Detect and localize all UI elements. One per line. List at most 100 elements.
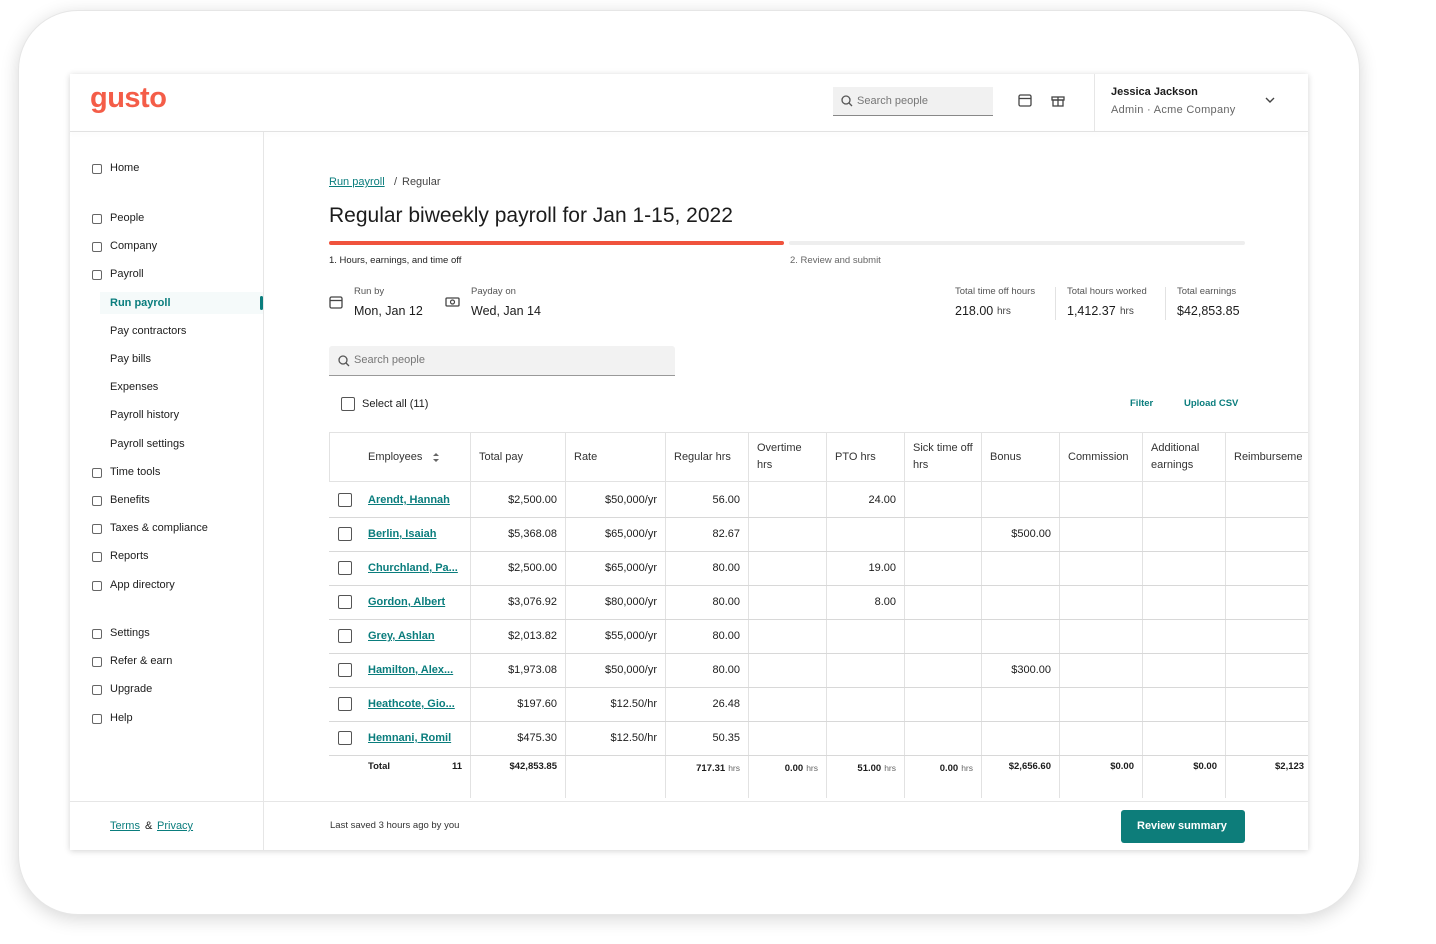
row-checkbox[interactable] [338,527,352,541]
row-divider [329,517,1308,518]
total-cell: 0.00 hrs [756,759,818,777]
nav-item[interactable]: Home [110,162,140,174]
column-divider [470,432,471,798]
nav-item[interactable]: Refer & earn [110,655,173,668]
row-checkbox[interactable] [338,663,352,677]
nav-item[interactable]: Payroll [110,268,144,281]
active-indicator [260,295,263,310]
row-checkbox[interactable] [338,561,352,575]
progress-todo [789,241,1245,245]
progress-done [329,241,784,245]
user-role: Admin · Acme Company [1111,104,1236,116]
employee-link[interactable]: Heathcote, Gio... [368,698,455,710]
nav-subitem[interactable]: Expenses [110,381,159,394]
sidebar-divider [263,132,264,850]
total-cell: $2,123 [1275,761,1305,772]
nav-item[interactable]: Upgrade [110,683,153,696]
column-divider [565,432,566,798]
people-search-box[interactable] [329,346,675,376]
column-divider [1059,432,1060,798]
table-cell: 24.00 [868,494,896,506]
table-cell: 19.00 [868,562,896,574]
table-cell: 56.00 [712,494,740,506]
row-checkbox[interactable] [338,629,352,643]
logo: gusto [90,82,167,114]
column-header: Employees [368,450,423,463]
run-by-icon [329,296,343,309]
employee-link[interactable]: Berlin, Isaiah [368,528,437,540]
nav-item[interactable]: People [110,212,145,224]
total-value: 0.00 [784,763,804,774]
upload-action[interactable]: Upload CSV [1184,398,1239,409]
nav-item[interactable]: Settings [110,627,150,639]
row-divider [329,585,1308,586]
nav-item[interactable]: Help [110,711,133,724]
nav-icon [92,552,102,563]
active-nav-bg [100,291,263,314]
filter-action[interactable]: Filter [1130,398,1154,409]
employee-link[interactable]: Grey, Ashlan [368,630,435,642]
nav-item[interactable]: App directory [110,578,175,591]
nav-item[interactable]: Time tools [110,465,161,478]
user-divider [1094,74,1095,131]
search-icon [338,355,350,367]
table-cell: $5,368.08 [508,528,557,540]
gift-icon[interactable] [1051,93,1065,107]
footer-divider [70,801,1308,802]
search-placeholder: Search people [354,354,425,366]
review-button-label[interactable]: Review summary [1137,820,1227,832]
table-header-border [329,432,1308,482]
breadcrumb-link[interactable]: Run payroll [329,176,385,188]
total-cell: $42,853.85 [509,761,557,772]
employee-link[interactable]: Hemnani, Romil [368,732,452,744]
row-checkbox[interactable] [338,595,352,609]
column-header: Rate [574,450,598,463]
nav-item[interactable]: Taxes & compliance [110,522,208,535]
table-cell: $2,013.82 [508,630,557,642]
table-cell: $80,000/yr [605,596,657,608]
nav-icon [92,629,102,639]
total-unit: hrs [1120,306,1134,317]
user-name: Jessica Jackson [1111,86,1198,98]
table-cell: 80.00 [712,562,740,574]
search-box[interactable] [833,87,993,116]
column-divider [1225,432,1226,798]
search-icon [841,95,853,107]
nav-subitem[interactable]: Run payroll [110,296,171,309]
table-cell: $2,500.00 [508,562,557,574]
column-header: Total pay [479,450,524,463]
row-checkbox[interactable] [338,493,352,507]
nav-subitem[interactable]: Pay contractors [110,324,187,337]
nav-item[interactable]: Company [110,240,158,253]
sort-icon[interactable] [432,452,440,463]
select-all-checkbox[interactable] [341,397,355,411]
employee-link[interactable]: Arendt, Hannah [368,494,450,506]
calendar-icon[interactable] [1018,93,1032,107]
row-checkbox[interactable] [338,731,352,745]
nav-subitem[interactable]: Payroll history [110,409,180,422]
table-cell: $1,973.08 [508,664,557,676]
employee-link[interactable]: Hamilton, Alex... [368,664,454,676]
nav-item[interactable]: Benefits [110,494,150,506]
terms-link[interactable]: Terms [110,820,140,832]
employee-link[interactable]: Churchland, Pa... [368,562,458,574]
employee-link[interactable]: Gordon, Albert [368,596,446,608]
table-cell: $12.50/hr [610,732,657,744]
nav-subitem[interactable]: Pay bills [110,353,151,365]
page-title: Regular biweekly payroll for Jan 1-15, 2… [329,204,733,227]
privacy-link[interactable]: Privacy [157,820,194,832]
nav-item[interactable]: Reports [110,550,149,563]
nav-icon [92,242,102,253]
header-divider [70,131,1308,132]
table-cell: $2,500.00 [508,494,557,506]
step: 1. Hours, earnings, and time off [329,255,462,266]
chevron-down[interactable] [1264,95,1276,105]
total-unit: hrs [961,763,973,773]
table-cell: 82.67 [712,528,740,540]
total-value: 1,412.37 [1067,304,1116,318]
review-button[interactable] [1121,810,1245,843]
table-cell: 80.00 [712,596,740,608]
nav-subitem[interactable]: Payroll settings [110,437,185,450]
column-divider [748,432,749,798]
row-checkbox[interactable] [338,697,352,711]
